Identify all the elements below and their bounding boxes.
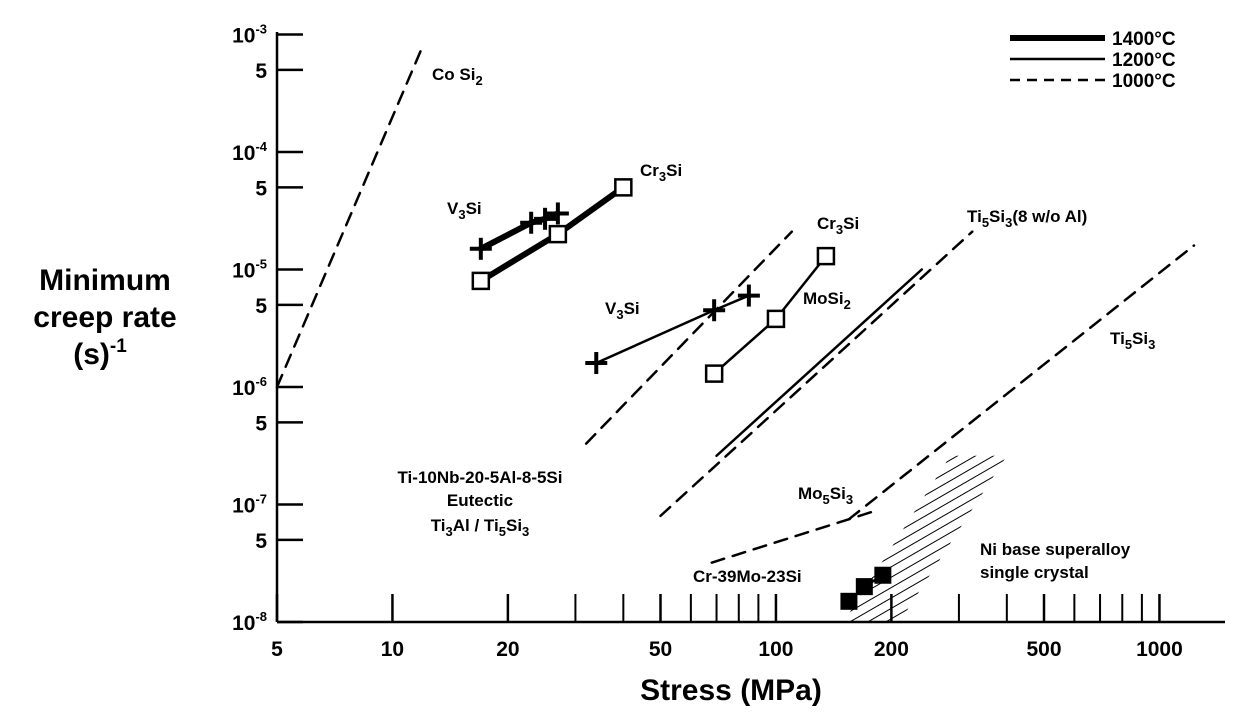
series-line-8 [847, 244, 1196, 521]
superalloy-region [843, 455, 1007, 622]
label-superalloy-line2: single crystal [980, 563, 1089, 582]
y-tick-label: 5 [255, 412, 267, 435]
data-point-square [471, 271, 491, 291]
y-axis-title-line3: (s)-1 [73, 336, 127, 371]
x-tick-label: 50 [649, 638, 672, 661]
series-layer [275, 44, 1196, 610]
axes-layer: 5 10 20 50 100 200 500 1000 10-3 5 10-4 5 10-5 5 10-6 5… [232, 22, 1225, 661]
legend-label-0: 1400°C [1112, 29, 1176, 50]
label-cr3si-1200: Cr3Si [817, 214, 859, 237]
series-line-0 [275, 44, 425, 389]
data-point-square [704, 364, 724, 383]
data-point-square [614, 178, 633, 197]
series-labels-layer: Co Si2 V3Si Cr3Si V3Si Cr3Si MoSi2 Ti5Si3(8 w/… [397, 65, 1155, 586]
y-tick-label: 10-3 [232, 22, 267, 48]
region-layer [843, 455, 1007, 622]
label-v3si-1200: V3Si [605, 299, 640, 322]
y-tick-label: 10-6 [232, 374, 267, 400]
data-point-plus [737, 284, 760, 307]
series-line-9 [710, 508, 880, 564]
data-point-plus [546, 202, 569, 225]
data-point-plus [585, 352, 608, 375]
label-cr3si-1400: Cr3Si [640, 161, 682, 184]
label-cosi2: Co Si2 [432, 65, 483, 88]
y-axis-title-line2: creep rate [33, 301, 176, 334]
label-ti-alloy-line3: Ti3Al / Ti5Si3 [431, 516, 530, 539]
series-line-6 [715, 268, 924, 457]
series-line-5 [584, 230, 794, 445]
label-ti-alloy-line1: Ti-10Nb-20-5Al-8-5Si [397, 468, 562, 487]
x-tick-label: 10 [381, 638, 404, 661]
x-tick-label: 1000 [1136, 638, 1183, 661]
label-superalloy-line1: Ni base superalloy [980, 540, 1131, 559]
series-line-7 [659, 230, 974, 518]
label-v3si-1400: V3Si [447, 199, 482, 222]
x-tick-label: 100 [758, 638, 793, 661]
label-ti5si3: Ti5Si3 [1110, 329, 1155, 352]
data-point-plus [469, 237, 492, 260]
axis-titles: Stress (MPa) Minimum creep rate(s)-1 [33, 264, 822, 707]
data-point-filled-square [840, 592, 858, 610]
x-tick-label: 5 [271, 638, 283, 661]
label-cr39mo23si: Cr-39Mo-23Si [693, 567, 802, 586]
data-point-square [816, 246, 836, 266]
y-tick-label: 5 [255, 60, 267, 83]
data-point-plus [534, 207, 557, 230]
legend-label-2: 1000°C [1112, 71, 1176, 92]
data-point-filled-square [874, 566, 892, 584]
y-axis-title-line1: Minimum [39, 264, 171, 297]
data-point-plus [520, 211, 543, 234]
data-point-square [766, 309, 786, 329]
legend-label-1: 1200°C [1112, 50, 1176, 71]
y-tick-label: 5 [255, 295, 267, 318]
x-axis-title: Stress (MPa) [640, 674, 822, 707]
y-tick-label: 5 [255, 177, 267, 200]
label-mo5si3: Mo5Si3 [798, 484, 853, 507]
label-ti5si3-8al: Ti5Si3(8 w/o Al) [967, 207, 1087, 230]
y-tick-label: 10-7 [232, 492, 267, 518]
series-line-3 [595, 294, 751, 365]
y-tick-label: 10-4 [232, 139, 268, 165]
data-point-filled-square [855, 578, 873, 596]
y-tick-label: 10-5 [232, 257, 267, 283]
y-tick-label: 10-8 [232, 609, 267, 635]
label-mosi2: MoSi2 [803, 289, 851, 312]
x-tick-label: 200 [874, 638, 909, 661]
data-point-square [548, 224, 568, 244]
x-tick-label: 500 [1026, 638, 1061, 661]
y-tick-label: 5 [255, 530, 267, 553]
x-tick-label: 20 [496, 638, 519, 661]
label-ti-alloy-line2: Eutectic [447, 491, 513, 510]
